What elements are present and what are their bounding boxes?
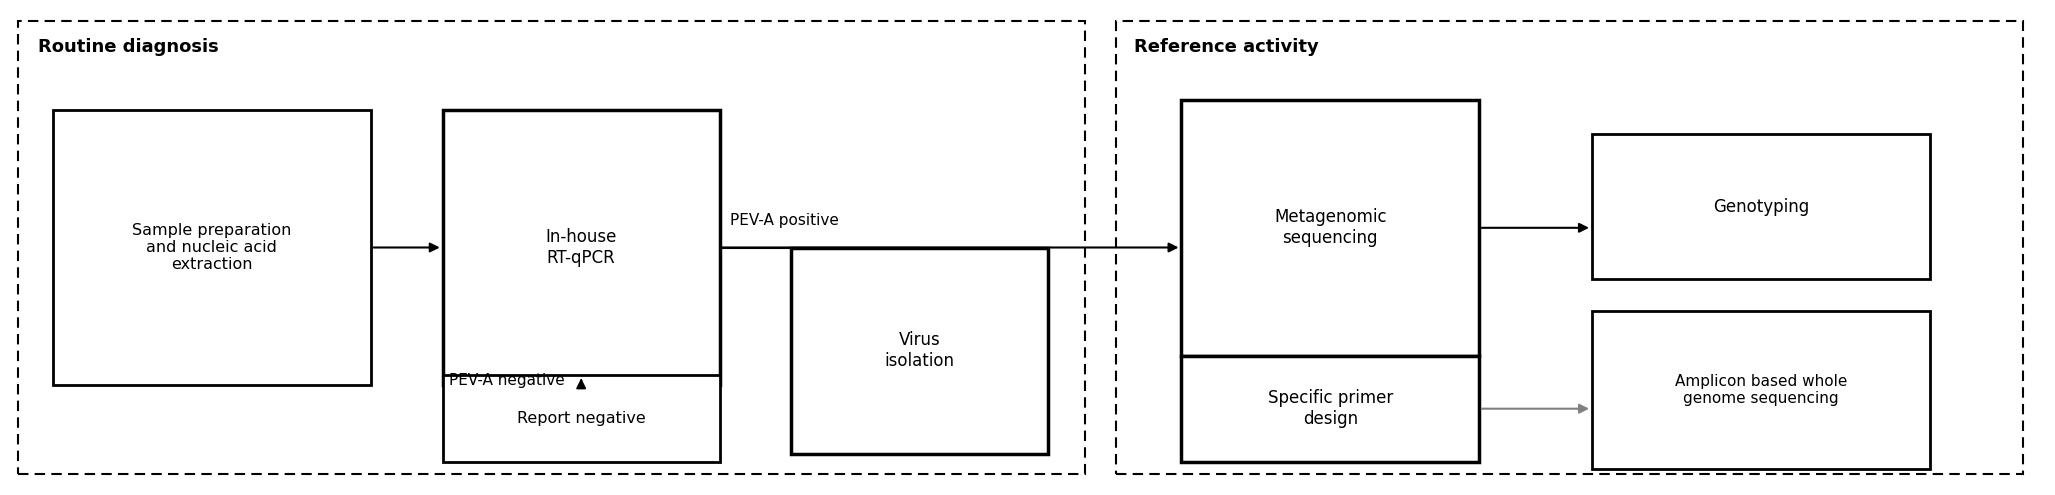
Bar — [18, 21, 1085, 474]
Bar — [791, 248, 1048, 454]
Text: PEV-A negative: PEV-A negative — [448, 373, 565, 388]
Text: Routine diagnosis: Routine diagnosis — [39, 38, 220, 55]
Text: Reference activity: Reference activity — [1134, 38, 1319, 55]
Bar — [1593, 134, 1930, 280]
Bar — [53, 110, 370, 385]
Bar — [1116, 21, 2022, 474]
Text: PEV-A positive: PEV-A positive — [730, 213, 838, 228]
Text: Report negative: Report negative — [516, 411, 645, 426]
Bar — [1593, 311, 1930, 469]
Text: Metagenomic
sequencing: Metagenomic sequencing — [1274, 208, 1387, 247]
Text: Sample preparation
and nucleic acid
extraction: Sample preparation and nucleic acid extr… — [132, 223, 292, 272]
Text: Genotyping: Genotyping — [1714, 198, 1808, 216]
Text: In-house
RT-qPCR: In-house RT-qPCR — [545, 228, 616, 267]
Text: Specific primer
design: Specific primer design — [1268, 389, 1393, 428]
Bar — [1182, 100, 1480, 356]
Text: Amplicon based whole
genome sequencing: Amplicon based whole genome sequencing — [1675, 374, 1847, 406]
Bar — [442, 110, 719, 385]
Text: Virus
isolation: Virus isolation — [886, 332, 956, 370]
Bar — [442, 376, 719, 462]
Bar — [1182, 356, 1480, 462]
